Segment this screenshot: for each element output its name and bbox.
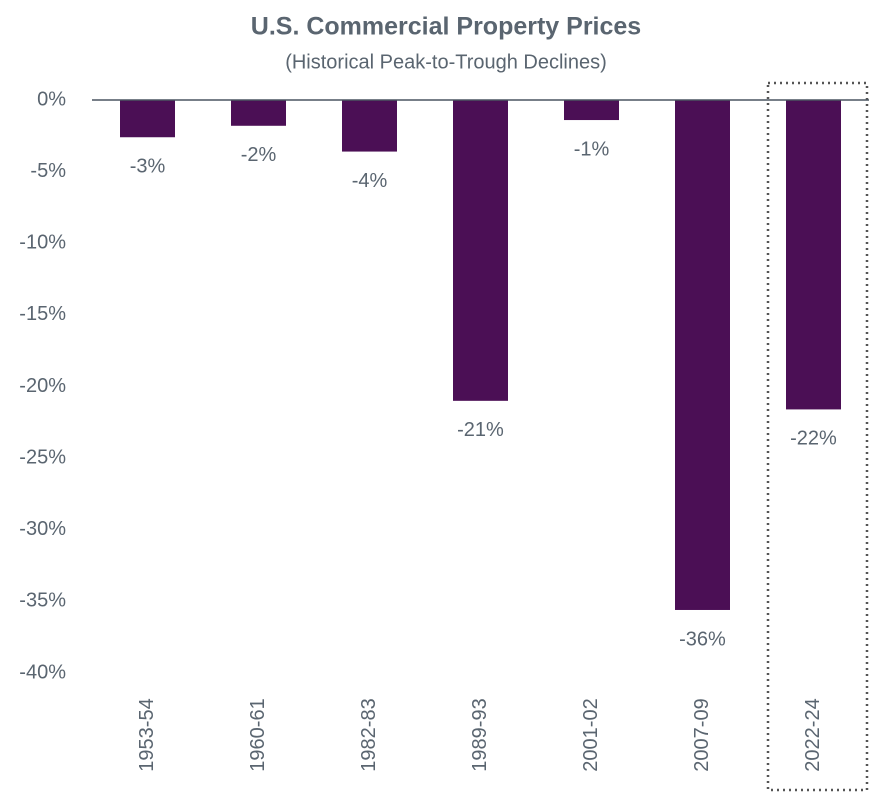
data-label: -1%: [574, 138, 610, 160]
x-tick-label: 1960-61: [247, 698, 269, 771]
data-label: -22%: [790, 428, 837, 450]
data-label: -4%: [352, 170, 388, 192]
bar: [342, 100, 397, 152]
y-tick-label: 0%: [37, 88, 66, 110]
y-tick-label: -35%: [19, 590, 66, 612]
bar: [231, 100, 286, 126]
y-tick-label: -10%: [19, 232, 66, 254]
x-tick-label: 2022-24: [802, 698, 824, 771]
highlight-box: [766, 81, 869, 792]
data-label: -3%: [130, 156, 166, 178]
chart-title: U.S. Commercial Property Prices: [251, 13, 641, 41]
data-label: -21%: [457, 419, 504, 441]
y-tick-label: -20%: [19, 375, 66, 397]
y-tick-label: -40%: [19, 661, 66, 683]
y-tick-label: -5%: [30, 160, 66, 182]
x-tick-label: 1953-54: [136, 698, 158, 771]
bar: [675, 100, 730, 610]
x-tick-label: 2007-09: [691, 698, 713, 771]
y-tick-label: -15%: [19, 303, 66, 325]
x-tick-label: 1982-83: [358, 698, 380, 771]
chart-subtitle: (Historical Peak-to-Trough Declines): [285, 51, 607, 73]
bar: [786, 100, 841, 410]
y-tick-label: -30%: [19, 518, 66, 540]
y-tick-label: -25%: [19, 446, 66, 468]
bar: [564, 100, 619, 121]
data-label: -36%: [679, 628, 726, 650]
data-label: -2%: [241, 144, 277, 166]
bar: [120, 100, 175, 138]
x-tick-label: 2001-02: [580, 698, 602, 771]
bar: [453, 100, 508, 401]
x-tick-label: 1989-93: [469, 698, 491, 771]
